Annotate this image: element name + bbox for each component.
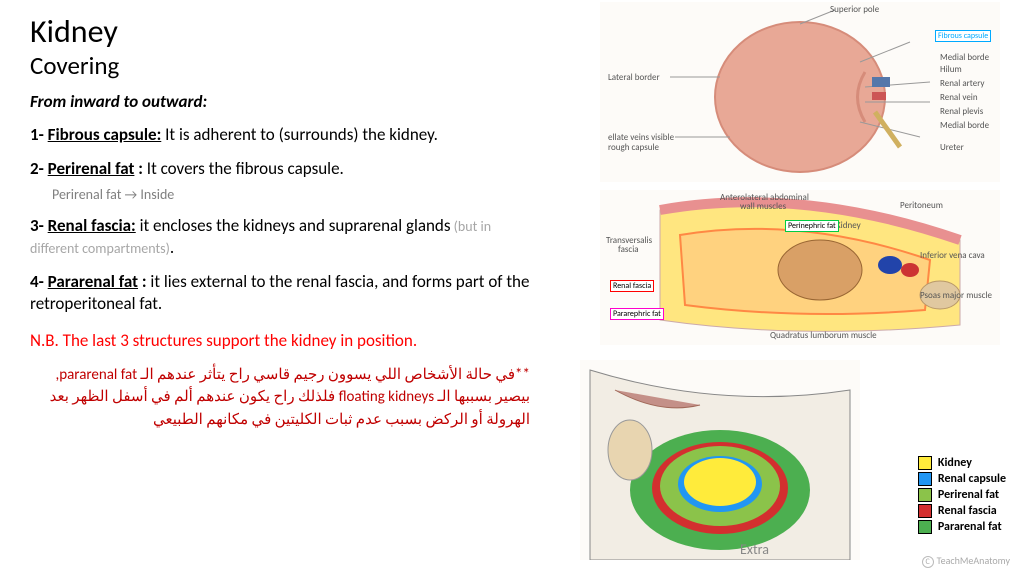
anatomy-label: Lateral border [608, 72, 660, 83]
legend-swatch [918, 456, 932, 470]
item-term: Fibrous capsule: [48, 124, 162, 145]
credit-line: CTeachMeAnatomy [922, 554, 1010, 568]
anatomy-label: Hilum [940, 64, 962, 75]
ct-svg [580, 360, 860, 560]
item-term: Pararenal fat [48, 271, 138, 292]
legend-row: Perirenal fat [918, 488, 1006, 502]
hint-text: Perirenal fat → Inside [30, 186, 540, 203]
legend-swatch [918, 504, 932, 518]
highlight-box: Renal fascia [610, 280, 654, 292]
anatomy-label: wall muscles [740, 201, 786, 212]
page-subtitle: Covering [30, 50, 540, 81]
item-number: 3- [30, 215, 44, 236]
extra-label: Extra [740, 541, 769, 558]
anatomy-label: rough capsule [608, 142, 659, 153]
list-item: 3- Renal fascia: it encloses the kidneys… [30, 215, 540, 259]
anatomy-label: Medial borde [940, 120, 989, 131]
item-number: 1- [30, 124, 44, 145]
arabic-note: **في حالة الأشخاص اللي يسوون رجيم قاسي ر… [30, 364, 530, 432]
item-text: It covers the fibrous capsule. [143, 158, 344, 179]
anatomy-label: Inferior vena cava [920, 250, 985, 261]
anatomy-label: Renal artery [940, 78, 984, 89]
fascia-diagram: Anterolateral abdominalwall musclesTrans… [600, 190, 1000, 345]
item-term: Renal fascia: [48, 215, 136, 236]
legend-swatch [918, 472, 932, 486]
note-prefix: N.B. [30, 330, 59, 351]
figure-column: Lateral borderellate veins visiblerough … [560, 0, 1024, 576]
highlight-box: Perinephric fat [785, 220, 839, 232]
fascia-svg [600, 190, 1000, 345]
legend-label: Kidney [938, 456, 972, 470]
legend-row: Pararenal fat [918, 520, 1006, 534]
legend: Kidney Renal capsule Perirenal fat Renal fa… [918, 456, 1006, 536]
legend-label: Pararenal fat [938, 520, 1002, 534]
legend-row: Renal capsule [918, 472, 1006, 486]
anatomy-label: Quadratus lumborum muscle [770, 330, 877, 341]
anatomy-label: fascia [618, 244, 639, 255]
highlight-box: Fibrous capsule [935, 30, 991, 42]
anatomy-label: Peritoneum [900, 200, 943, 211]
legend-row: Kidney [918, 456, 1006, 470]
legend-label: Perirenal fat [938, 488, 999, 502]
anatomy-label: Superior pole [830, 4, 879, 15]
item-term: Perirenal fat [48, 158, 135, 179]
item-text: It is adherent to (surrounds) the kidney… [161, 124, 438, 145]
anatomy-label: Kidney [836, 220, 861, 231]
legend-swatch [918, 520, 932, 534]
item-number: 2- [30, 158, 44, 179]
anatomy-label: Renal plevis [940, 106, 983, 117]
legend-label: Renal fascia [938, 504, 997, 518]
item-text: it encloses the kidneys and suprarenal g… [136, 215, 451, 236]
anatomy-label: Renal vein [940, 92, 978, 103]
note-line: N.B. The last 3 structures support the k… [30, 330, 540, 352]
note-text: The last 3 structures support the kidney… [59, 330, 417, 351]
intro-line: From inward to outward: [30, 91, 540, 112]
list-item: 4- Pararenal fat : it lies external to t… [30, 271, 540, 315]
kidney-diagram: Lateral borderellate veins visiblerough … [600, 2, 1000, 182]
text-column: Kidney Covering From inward to outward: … [30, 16, 540, 431]
highlight-box: Pararephric fat [610, 308, 664, 320]
anatomy-label: Medial borde [940, 52, 989, 63]
legend-swatch [918, 488, 932, 502]
legend-label: Renal capsule [938, 472, 1006, 486]
item-number: 4- [30, 271, 44, 292]
anatomy-label: Psoas major muscle [920, 290, 992, 301]
legend-row: Renal fascia [918, 504, 1006, 518]
anatomy-label: Ureter [940, 142, 964, 153]
page-title: Kidney [30, 16, 540, 48]
ct-diagram [580, 360, 860, 560]
list-item: 2- Perirenal fat : It covers the fibrous… [30, 158, 540, 180]
list-item: 1- Fibrous capsule: It is adherent to (s… [30, 124, 540, 146]
